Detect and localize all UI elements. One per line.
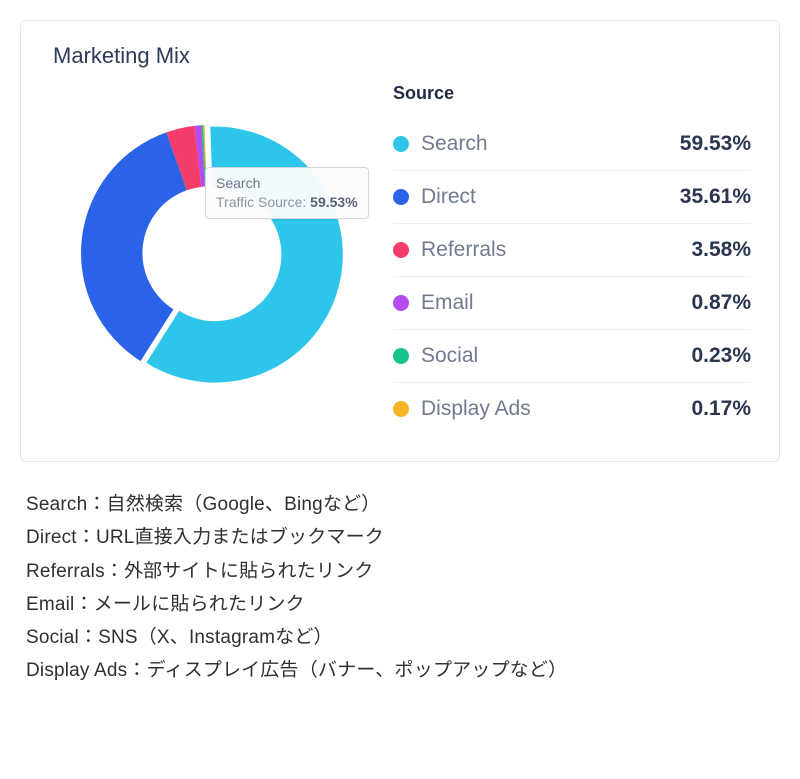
legend-row-display-ads[interactable]: Display Ads0.17% [393,383,751,435]
legend-row-direct[interactable]: Direct35.61% [393,171,751,224]
tooltip-line: Traffic Source: 59.53% [216,193,358,212]
legend-header: Source [393,83,751,104]
legend-swatch [393,242,409,258]
legend-swatch [393,401,409,417]
legend-row-search[interactable]: Search59.53% [393,118,751,171]
legend-label: Direct [421,185,680,209]
legend-value: 0.87% [691,291,751,315]
legend-row-social[interactable]: Social0.23% [393,330,751,383]
tooltip-subtitle: Traffic Source: [216,194,310,210]
legend-value: 3.58% [691,238,751,262]
legend-label: Search [421,132,680,156]
legend-value: 35.61% [680,185,751,209]
legend-value: 59.53% [680,132,751,156]
legend-label: Social [421,344,691,368]
donut-svg [49,93,369,413]
legend-swatch [393,348,409,364]
description-line: Search：自然検索（Google、Bingなど） [26,488,780,521]
source-descriptions: Search：自然検索（Google、Bingなど）Direct：URL直接入力… [20,488,780,688]
legend-value: 0.23% [691,344,751,368]
marketing-mix-card: Marketing Mix Search Traffic Source: 59.… [20,20,780,462]
tooltip-title: Search [216,174,358,193]
legend-label: Email [421,291,691,315]
donut-chart[interactable]: Search Traffic Source: 59.53% [49,93,369,413]
description-line: Display Ads：ディスプレイ広告（バナー、ポップアップなど） [26,654,780,687]
card-title: Marketing Mix [53,43,751,69]
legend-row-email[interactable]: Email0.87% [393,277,751,330]
tooltip-value: 59.53% [310,194,357,210]
description-line: Social：SNS（X、Instagramなど） [26,621,780,654]
description-line: Email：メールに貼られたリンク [26,588,780,621]
legend-rows: Search59.53%Direct35.61%Referrals3.58%Em… [393,118,751,435]
legend-swatch [393,136,409,152]
legend-value: 0.17% [691,397,751,421]
legend: Source Search59.53%Direct35.61%Referrals… [393,79,751,435]
chart-tooltip: Search Traffic Source: 59.53% [205,167,369,219]
description-line: Direct：URL直接入力またはブックマーク [26,521,780,554]
legend-label: Referrals [421,238,691,262]
legend-swatch [393,189,409,205]
legend-swatch [393,295,409,311]
description-line: Referrals：外部サイトに貼られたリンク [26,555,780,588]
legend-row-referrals[interactable]: Referrals3.58% [393,224,751,277]
legend-label: Display Ads [421,397,691,421]
card-body: Search Traffic Source: 59.53% Source Sea… [49,79,751,435]
